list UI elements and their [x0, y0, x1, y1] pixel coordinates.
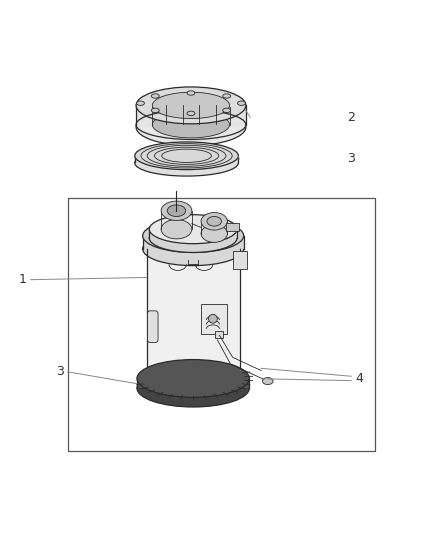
Bar: [68, 198, 374, 451]
Ellipse shape: [222, 108, 230, 112]
Bar: [233, 251, 247, 269]
Ellipse shape: [187, 91, 194, 95]
Ellipse shape: [237, 101, 245, 106]
FancyBboxPatch shape: [147, 311, 158, 342]
Bar: [134, 156, 238, 163]
Ellipse shape: [134, 150, 238, 176]
Ellipse shape: [208, 314, 217, 323]
Bar: [215, 331, 223, 337]
Ellipse shape: [167, 205, 185, 216]
Ellipse shape: [201, 225, 227, 243]
Bar: [149, 229, 237, 238]
Ellipse shape: [207, 216, 221, 226]
Bar: [136, 106, 245, 127]
Ellipse shape: [152, 92, 229, 118]
Text: 3: 3: [346, 152, 354, 165]
Ellipse shape: [161, 201, 191, 221]
Ellipse shape: [136, 109, 245, 146]
Ellipse shape: [137, 360, 249, 397]
Text: 2: 2: [346, 111, 354, 124]
Ellipse shape: [136, 101, 144, 106]
Bar: [146, 249, 239, 379]
Ellipse shape: [262, 377, 272, 385]
Ellipse shape: [142, 219, 243, 253]
Ellipse shape: [149, 223, 237, 253]
Ellipse shape: [201, 213, 227, 230]
Ellipse shape: [134, 142, 238, 169]
Ellipse shape: [222, 94, 230, 98]
Bar: [226, 223, 239, 231]
Ellipse shape: [149, 215, 237, 244]
Ellipse shape: [142, 232, 243, 265]
Bar: [137, 378, 249, 388]
Text: 1: 1: [18, 273, 26, 286]
Ellipse shape: [136, 87, 245, 124]
Ellipse shape: [161, 220, 191, 239]
Ellipse shape: [187, 111, 194, 116]
Ellipse shape: [152, 111, 229, 138]
Bar: [142, 236, 243, 249]
Ellipse shape: [151, 108, 159, 112]
Text: 4: 4: [355, 372, 363, 385]
FancyBboxPatch shape: [201, 304, 226, 334]
Text: 3: 3: [56, 365, 64, 378]
Ellipse shape: [151, 94, 159, 98]
Ellipse shape: [137, 369, 249, 407]
